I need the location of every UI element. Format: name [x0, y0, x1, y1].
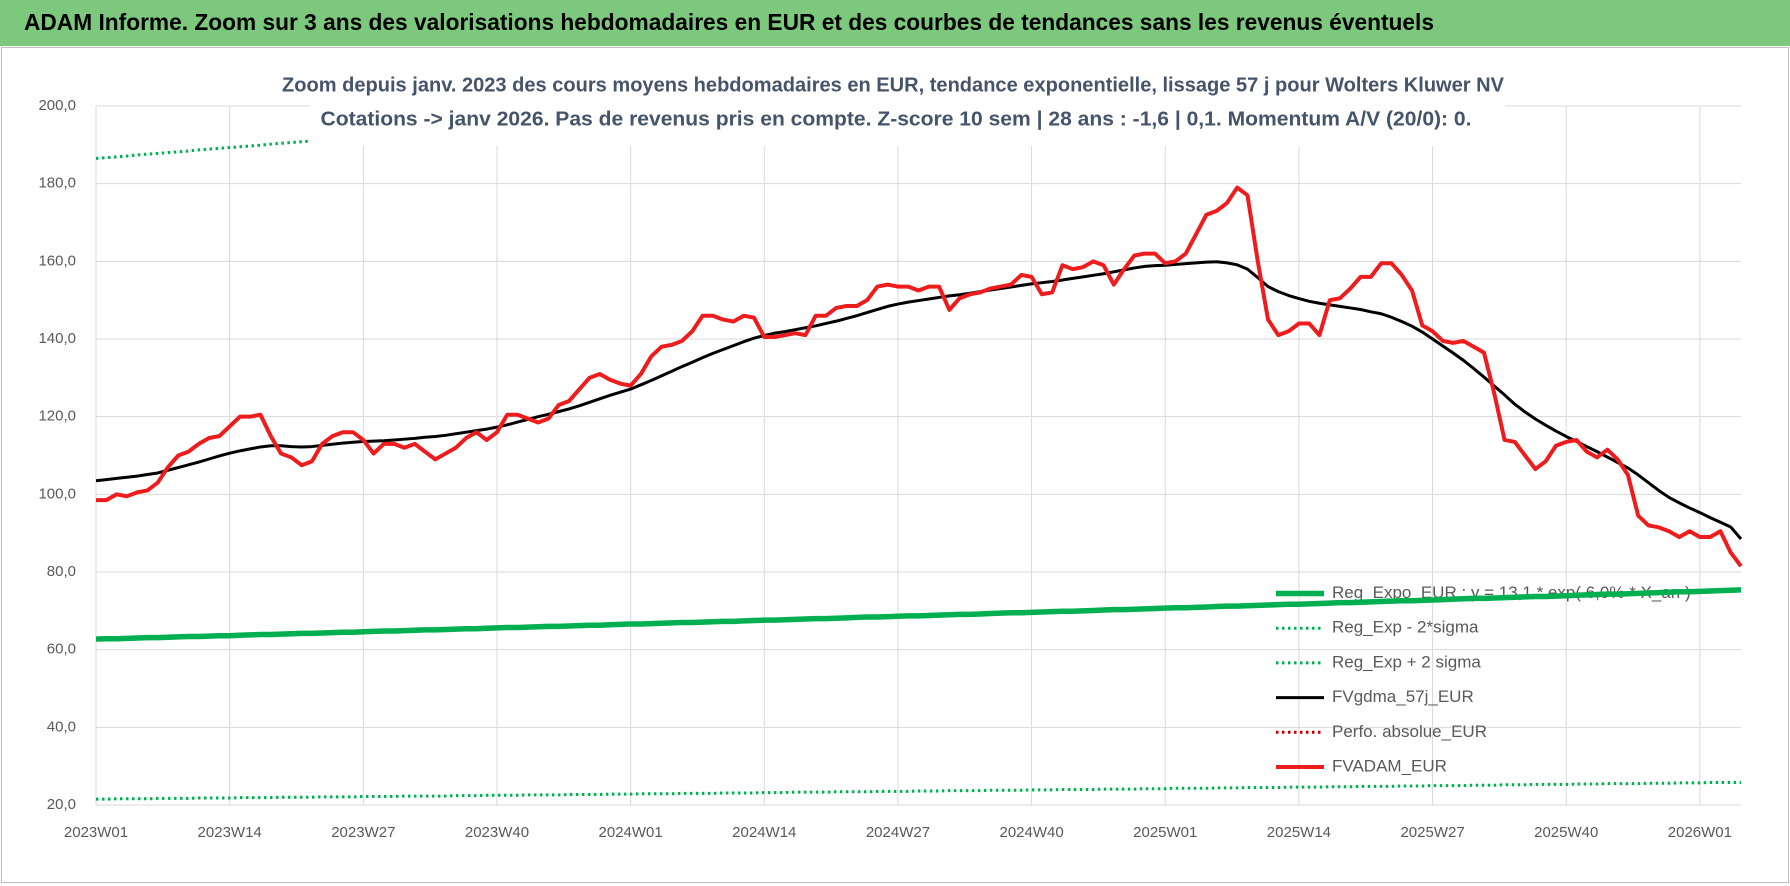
x-tick-label: 2024W14 — [732, 824, 796, 841]
legend-label: FVADAM_EUR — [1332, 756, 1447, 775]
chart-subtitle: Cotations -> janv 2026. Pas de revenus p… — [321, 108, 1472, 130]
y-tick-label: 120,0 — [38, 408, 76, 425]
y-tick-label: 140,0 — [38, 330, 76, 347]
series-line — [96, 185, 1743, 568]
grid: 20,0 40,0 60,0 80,0 100,0 120,0 140,0 160,0 180,… — [38, 97, 1741, 841]
y-tick-label: 100,0 — [38, 485, 76, 502]
series-line — [95, 587, 1742, 642]
x-tick-label: 2023W40 — [465, 824, 529, 841]
x-tick-label: 2025W01 — [1133, 824, 1197, 841]
x-tick-label: 2025W14 — [1267, 824, 1331, 841]
page-title: ADAM Informe. Zoom sur 3 ans des valoris… — [24, 9, 1434, 35]
y-tick-label: 40,0 — [47, 718, 76, 735]
legend-label: Reg_Exp + 2 sigma — [1332, 652, 1481, 671]
header-bar — [0, 0, 1790, 46]
x-tick-label: 2024W01 — [599, 824, 663, 841]
legend-label: Perfo. absolue_EUR — [1332, 722, 1487, 741]
x-tick-label: 2025W40 — [1534, 824, 1598, 841]
x-tick-label: 2024W27 — [866, 824, 930, 841]
legend-label: Reg_Exp - 2*sigma — [1332, 618, 1479, 637]
legend-label: Reg_Expo_EUR : y = 13,1 * exp( 6,0% * X_… — [1332, 583, 1691, 602]
title-box — [310, 66, 1505, 146]
y-tick-label: 180,0 — [38, 175, 76, 192]
y-tick-label: 20,0 — [47, 796, 76, 813]
legend-label: FVgdma_57j_EUR — [1332, 687, 1474, 706]
x-tick-label: 2025W27 — [1400, 824, 1464, 841]
y-tick-label: 80,0 — [47, 563, 76, 580]
plot-area — [95, 100, 1743, 801]
x-tick-label: 2024W40 — [999, 824, 1063, 841]
legend: Reg_Expo_EUR : y = 13,1 * exp( 6,0% * X_… — [1276, 583, 1691, 775]
x-tick-label: 2023W14 — [198, 824, 262, 841]
x-tick-label: 2023W27 — [331, 824, 395, 841]
series-line — [95, 260, 1743, 540]
x-tick-label: 2023W01 — [64, 824, 128, 841]
y-tick-label: 160,0 — [38, 252, 76, 269]
y-tick-label: 60,0 — [47, 641, 76, 658]
x-tick-label: 2026W01 — [1668, 824, 1732, 841]
chart-title: Zoom depuis janv. 2023 des cours moyens … — [282, 74, 1505, 96]
series-line — [96, 780, 1741, 801]
y-tick-label: 200,0 — [38, 97, 76, 114]
chart-frame — [1, 47, 1789, 883]
